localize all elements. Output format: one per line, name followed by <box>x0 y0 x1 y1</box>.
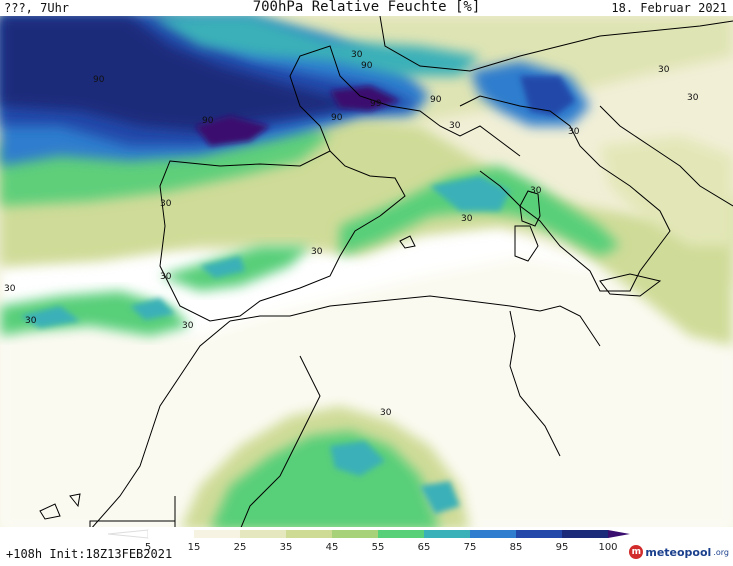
map-title: 700hPa Relative Feuchte [%] <box>252 0 481 15</box>
colorbar-swatch <box>562 530 609 538</box>
colorbar-tick-label: 15 <box>188 542 201 553</box>
contour-label: 30 <box>25 316 37 326</box>
meteopool-logo[interactable]: m meteopool .org <box>629 545 729 559</box>
colorbar-tick-label: 95 <box>556 542 569 553</box>
run-info: +108h Init:18Z13FEB2021 <box>6 547 173 561</box>
contour-label: 90 <box>361 61 373 71</box>
contour-label: 30 <box>461 214 473 224</box>
brand-icon: m <box>629 545 644 559</box>
forecast-date: 18. Februar 2021 <box>611 1 727 15</box>
contour-label: 30 <box>568 127 580 137</box>
colorbar-tick-label: 65 <box>418 542 431 553</box>
colorbar-tick-label: 75 <box>464 542 477 553</box>
colorbar-swatch <box>240 530 287 538</box>
contour-label: 30 <box>449 121 461 131</box>
colorbar-arrow-right <box>608 530 630 538</box>
colorbar-swatch <box>516 530 563 538</box>
contour-labels: 90 90 90 90 90 99 30 30 30 30 30 30 30 3… <box>4 50 699 418</box>
colorbar-tick-label: 25 <box>234 542 247 553</box>
contour-label: 30 <box>4 284 16 294</box>
contour-label: 90 <box>202 116 214 126</box>
coastlines-and-borders <box>39 16 733 530</box>
contour-label: 30 <box>160 272 172 282</box>
valid-time-label: ???, 7Uhr <box>4 1 70 15</box>
humidity-field <box>0 16 733 530</box>
colorbar-swatch <box>378 530 425 538</box>
colorbar-swatch <box>286 530 333 538</box>
contour-label: 90 <box>93 75 105 85</box>
contour-label: 99 <box>370 99 382 109</box>
colorbar-ticks: 5 15 25 35 45 55 65 75 85 95 100 <box>145 542 618 553</box>
contour-label: 30 <box>687 93 699 103</box>
brand-suffix: .org <box>713 547 729 557</box>
contour-label: 30 <box>530 186 542 196</box>
contour-label: 30 <box>658 65 670 75</box>
colorbar-tick-label: 85 <box>510 542 523 553</box>
colorbar-swatch <box>424 530 471 538</box>
colorbar-tick-label: 35 <box>280 542 293 553</box>
contour-label: 90 <box>430 95 442 105</box>
colorbar-tick-label: 45 <box>326 542 339 553</box>
colorbar-swatch <box>148 530 195 538</box>
contour-label: 30 <box>351 50 363 60</box>
contour-label: 90 <box>331 113 343 123</box>
brand-name: meteopool <box>645 545 712 559</box>
header-bar: ???, 7Uhr 700hPa Relative Feuchte [%] 18… <box>0 0 733 20</box>
contour-label: 30 <box>380 408 392 418</box>
colorbar-arrow-left <box>107 529 149 539</box>
footer-bar: 5 15 25 35 45 55 65 75 85 95 100 +108h Init:18Z13F… <box>0 527 733 566</box>
colorbar-tick-label: 55 <box>372 542 385 553</box>
colorbar-tick-label: 100 <box>598 542 617 553</box>
colorbar-swatches <box>107 529 630 539</box>
contour-label: 30 <box>311 247 323 257</box>
colorbar-legend: 5 15 25 35 45 55 65 75 85 95 100 <box>107 529 630 553</box>
colorbar-tick-label: 5 <box>145 542 151 553</box>
colorbar-swatch <box>470 530 517 538</box>
colorbar-swatch <box>194 530 241 538</box>
colorbar-swatch <box>332 530 379 538</box>
contour-label: 30 <box>160 199 172 209</box>
contour-label: 30 <box>182 321 194 331</box>
humidity-map: 90 90 90 90 90 99 30 30 30 30 30 30 30 3… <box>0 16 733 530</box>
